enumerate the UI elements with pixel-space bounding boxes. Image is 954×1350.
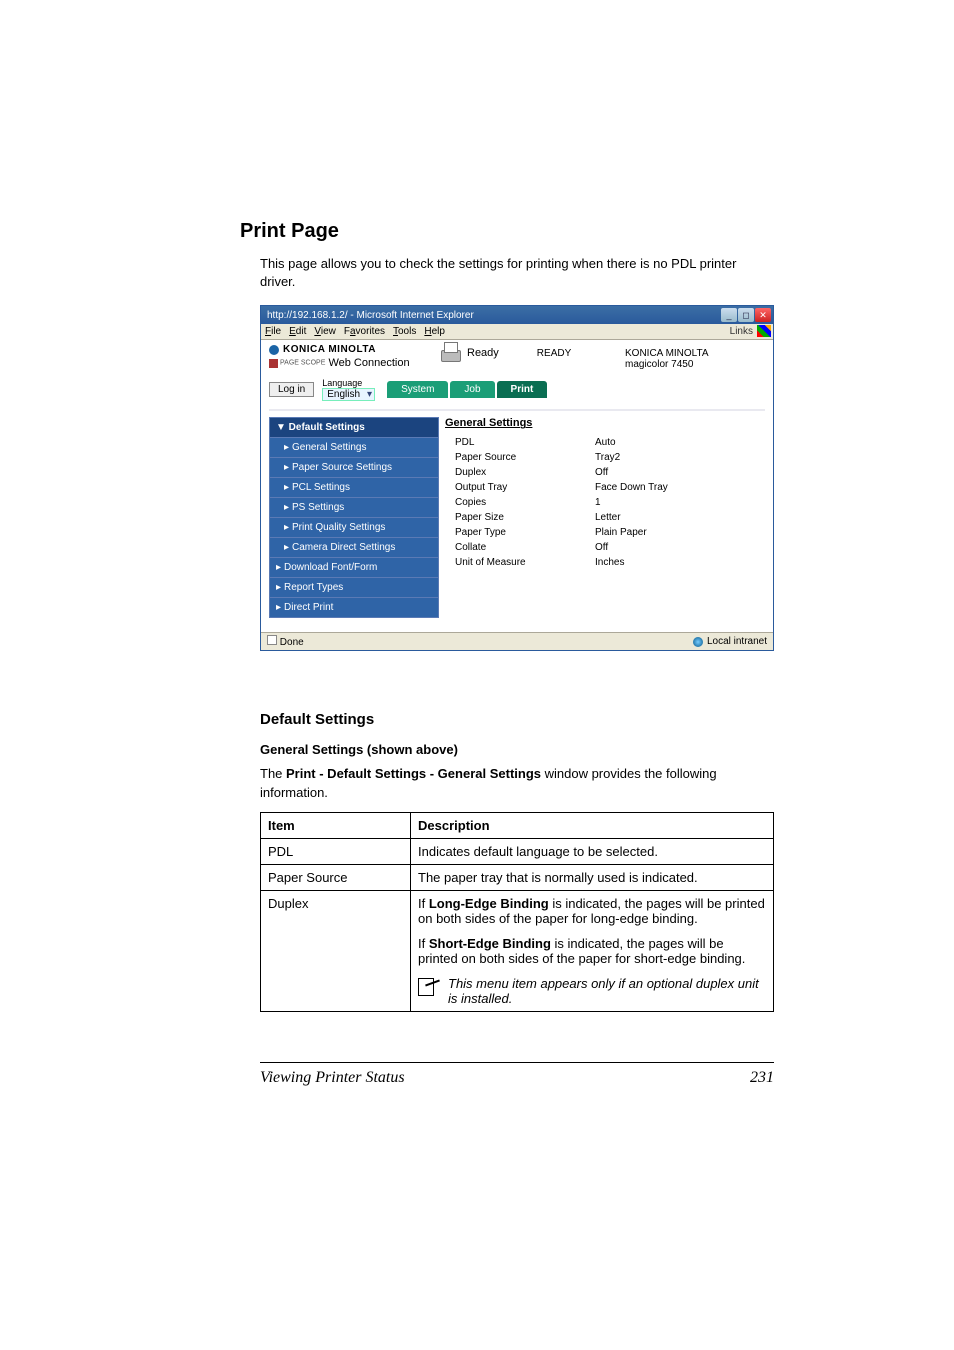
lead-paragraph: The Print - Default Settings - General S… xyxy=(260,765,774,801)
gs-row: DuplexOff xyxy=(445,465,765,480)
cell-item: Paper Source xyxy=(261,864,411,890)
note-icon xyxy=(418,976,440,996)
cell-desc: If Long-Edge Binding is indicated, the p… xyxy=(411,890,774,1011)
cell-item: PDL xyxy=(261,838,411,864)
gs-row: Paper SourceTray2 xyxy=(445,450,765,465)
menu-tools[interactable]: Tools xyxy=(393,326,416,337)
gs-row: Output TrayFace Down Tray xyxy=(445,480,765,495)
page-number: 231 xyxy=(750,1069,774,1087)
menubar: File Edit View Favorites Tools Help Link… xyxy=(261,324,773,340)
minimize-button[interactable]: _ xyxy=(721,308,737,322)
menu-edit[interactable]: Edit xyxy=(289,326,306,337)
sidebar-item-print-quality-settings[interactable]: ▸Print Quality Settings xyxy=(270,517,438,537)
tab-print[interactable]: Print xyxy=(497,381,548,398)
sidebar-item-camera-direct-settings[interactable]: ▸Camera Direct Settings xyxy=(270,537,438,557)
sidebar-item-pcl-settings[interactable]: ▸PCL Settings xyxy=(270,477,438,497)
brand-logo-icon xyxy=(269,345,279,355)
language-select[interactable]: English xyxy=(322,388,375,401)
th-description: Description xyxy=(411,812,774,838)
table-row: Duplex If Long-Edge Binding is indicated… xyxy=(261,890,774,1011)
model-brand: KONICA MINOLTA xyxy=(625,348,765,359)
description-table: Item Description PDL Indicates default l… xyxy=(260,812,774,1012)
ready-label: Ready xyxy=(467,347,499,359)
gs-row: Paper SizeLetter xyxy=(445,510,765,525)
gs-row: Copies1 xyxy=(445,495,765,510)
status-done: Done xyxy=(280,637,304,648)
table-row: Paper Source The paper tray that is norm… xyxy=(261,864,774,890)
menu-view[interactable]: View xyxy=(314,326,336,337)
gs-shown-heading: General Settings (shown above) xyxy=(260,742,774,757)
settings-panel: General Settings PDLAuto Paper SourceTra… xyxy=(445,417,765,618)
th-item: Item xyxy=(261,812,411,838)
pagescope-icon xyxy=(269,359,278,368)
printer-icon xyxy=(439,344,461,362)
web-connection-text: Web Connection xyxy=(328,357,409,369)
sidebar-item-report-types[interactable]: ▸Report Types xyxy=(270,577,438,597)
note-text: This menu item appears only if an option… xyxy=(448,976,766,1006)
maximize-button[interactable]: ◻ xyxy=(738,308,754,322)
menu-favorites[interactable]: Favorites xyxy=(344,326,385,337)
sidebar-head-default-settings[interactable]: ▼ Default Settings xyxy=(270,418,438,437)
login-button[interactable]: Log in xyxy=(269,382,314,397)
language-label: Language xyxy=(322,378,375,388)
ready-status: READY xyxy=(537,348,571,359)
table-row: PDL Indicates default language to be sel… xyxy=(261,838,774,864)
sidebar: ▼ Default Settings ▸General Settings ▸Pa… xyxy=(269,417,439,618)
titlebar: http://192.168.1.2/ - Microsoft Internet… xyxy=(261,306,773,324)
cell-desc: Indicates default language to be selecte… xyxy=(411,838,774,864)
cell-item: Duplex xyxy=(261,890,411,1011)
footer-text: Viewing Printer Status xyxy=(260,1069,405,1087)
gs-row: PDLAuto xyxy=(445,435,765,450)
zone-icon xyxy=(693,637,703,647)
gs-row: Paper TypePlain Paper xyxy=(445,525,765,540)
pagescope-text: PAGE SCOPE xyxy=(280,360,325,367)
ie-logo-icon xyxy=(757,325,771,337)
model-name: magicolor 7450 xyxy=(625,359,765,370)
sidebar-item-general-settings[interactable]: ▸General Settings xyxy=(270,437,438,457)
menu-help[interactable]: Help xyxy=(424,326,445,337)
done-icon xyxy=(267,635,277,645)
sidebar-item-ps-settings[interactable]: ▸PS Settings xyxy=(270,497,438,517)
gs-row: CollateOff xyxy=(445,540,765,555)
tab-job[interactable]: Job xyxy=(450,381,494,398)
page-title: Print Page xyxy=(240,220,774,243)
sidebar-item-direct-print[interactable]: ▸Direct Print xyxy=(270,597,438,617)
tab-system[interactable]: System xyxy=(387,381,448,398)
close-button[interactable]: ✕ xyxy=(755,308,771,322)
general-settings-heading: General Settings xyxy=(445,417,765,429)
window-title: http://192.168.1.2/ - Microsoft Internet… xyxy=(267,310,474,321)
statusbar: Done Local intranet xyxy=(261,632,773,650)
sidebar-item-paper-source-settings[interactable]: ▸Paper Source Settings xyxy=(270,457,438,477)
browser-window: http://192.168.1.2/ - Microsoft Internet… xyxy=(260,305,774,651)
default-settings-heading: Default Settings xyxy=(260,711,774,728)
sidebar-item-download-font-form[interactable]: ▸Download Font/Form xyxy=(270,557,438,577)
links-label[interactable]: Links xyxy=(730,326,753,337)
brand-text: KONICA MINOLTA xyxy=(283,344,376,355)
cell-desc: The paper tray that is normally used is … xyxy=(411,864,774,890)
gs-row: Unit of MeasureInches xyxy=(445,555,765,570)
status-zone: Local intranet xyxy=(707,636,767,647)
intro-text: This page allows you to check the settin… xyxy=(260,255,774,291)
menu-file[interactable]: File xyxy=(265,326,281,337)
